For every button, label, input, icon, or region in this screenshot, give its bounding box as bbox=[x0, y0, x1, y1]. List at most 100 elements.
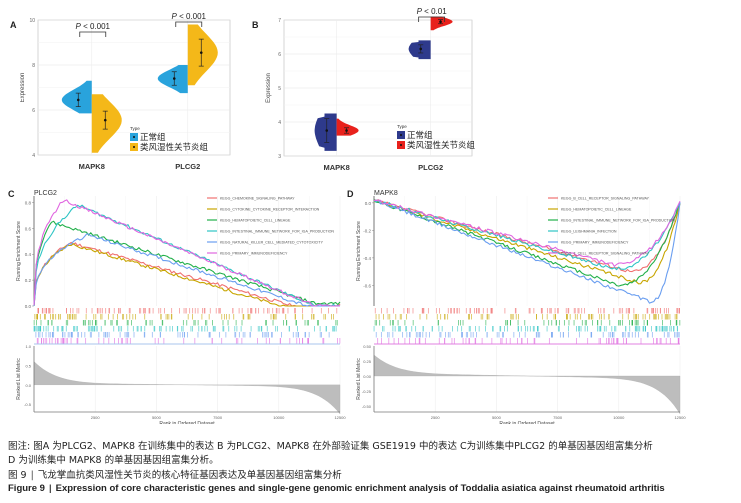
figure-label-en: Figure 9 bbox=[8, 483, 45, 494]
ranked-y-tick-label: 0.5 bbox=[25, 363, 31, 368]
x-tick-label: MAPK8 bbox=[324, 163, 350, 172]
x-tick-label: 2500 bbox=[431, 415, 441, 420]
x-tick-label: 2500 bbox=[91, 415, 101, 420]
violin-mapk8-ra bbox=[336, 118, 359, 136]
es-curve-kegg-intestinal-immune-network-for-iga-production bbox=[33, 204, 341, 307]
legend-label: 正常组 bbox=[407, 130, 433, 141]
mean-point bbox=[419, 47, 423, 51]
y-tick-label: -0.4 bbox=[363, 256, 371, 261]
mean-point bbox=[345, 129, 348, 132]
legend-label: KEGG_NATURAL_KILLER_CELL_MEDIATED_CYTOTO… bbox=[220, 241, 324, 245]
y-tick-label: 0.8 bbox=[25, 200, 32, 205]
legend-label: KEGG_LEISHMANIA_INFECTION bbox=[561, 230, 617, 234]
x-tick-label: 10000 bbox=[613, 415, 625, 420]
y-axis-label: Running Enrichment Score bbox=[16, 221, 22, 281]
es-curve-kegg-natural-killer-cell-mediated-cytotoxicity bbox=[33, 233, 340, 307]
x-tick-label: PLCG2 bbox=[175, 162, 200, 171]
legend-title: Type bbox=[130, 126, 140, 131]
significance-bracket bbox=[175, 21, 203, 27]
legend-swatch-dot bbox=[133, 136, 135, 138]
y-tick-label: 6 bbox=[278, 52, 281, 58]
p-value-label: P < 0.001 bbox=[172, 12, 207, 21]
x-tick-label: 10000 bbox=[273, 415, 285, 420]
caption-note-line1: 图注: 图A 为PLCG2、MAPK8 在训练集中的表达 B 为PLCG2、MA… bbox=[8, 441, 653, 452]
legend-title: Type bbox=[397, 124, 407, 129]
legend-label: KEGG_B_CELL_RECEPTOR_SIGNALING_PATHWAY bbox=[561, 197, 650, 201]
x-tick-label: MAPK8 bbox=[79, 162, 105, 171]
violin-mapk8-normal bbox=[61, 80, 92, 114]
x-tick-label: 12500 bbox=[334, 415, 346, 420]
ranked-y-tick-label: -0.25 bbox=[362, 389, 372, 394]
ranked-y-tick-label: -0.5 bbox=[24, 402, 32, 407]
es-curve-kegg-chemokine-signaling-pathway bbox=[33, 241, 341, 307]
es-curve-kegg-cytokine-cytokine-receptor-interaction bbox=[33, 243, 340, 307]
legend-label: KEGG_PRIMARY_IMMUNODEFICIENCY bbox=[220, 252, 288, 256]
mean-point bbox=[76, 98, 80, 102]
ranked-y-tick-label: 0.50 bbox=[363, 344, 372, 349]
es-curve-kegg-intestinal-immune-network-for-iga-production bbox=[373, 198, 681, 287]
panel-letter-b: B bbox=[252, 20, 259, 30]
y-axis-label: Running Enrichment Score bbox=[356, 221, 362, 281]
panel-c-gsea-chart: PLCG2 0.0 0.2 0.4 0.6 0.8 Running Enrichment S… bbox=[16, 190, 346, 424]
legend-label: KEGG_T_CELL_RECEPTOR_SIGNALING_PATHWAY bbox=[561, 252, 649, 256]
violin-plcg2-ra bbox=[187, 24, 218, 86]
y-tick-label: 4 bbox=[32, 153, 35, 159]
y-axis-label: Expression bbox=[266, 73, 272, 103]
ranked-metric-area bbox=[33, 361, 341, 415]
panel-d-gsea-chart: MAPK8 -0.6 -0.4 -0.2 0.0 Running Enrichment S… bbox=[356, 190, 686, 424]
mean-point bbox=[103, 118, 107, 122]
significance-bracket bbox=[418, 16, 446, 22]
x-tick-label: 7500 bbox=[213, 415, 223, 420]
x-axis-label: Rank in Ordered Dataset bbox=[159, 421, 215, 424]
legend-swatch-dot bbox=[400, 144, 402, 146]
y-tick-label: 6 bbox=[32, 108, 35, 114]
ranked-y-tick-label: 1.0 bbox=[25, 344, 31, 349]
legend-label: KEGG_HEMATOPOIETIC_CELL_LINEAGE bbox=[561, 208, 632, 212]
mean-point bbox=[172, 77, 176, 80]
legend-label: KEGG_INTESTINAL_IMMUNE_NETWORK_FOR_IGA_P… bbox=[220, 230, 334, 234]
x-tick-label: 5000 bbox=[152, 415, 162, 420]
legend-swatch-dot bbox=[133, 146, 135, 148]
y-tick-label: 5 bbox=[278, 86, 281, 92]
panel-b-violin-chart: 3 4 5 6 7 Expression MAPK8 PLCG2 P < 0.01 Type正常组… bbox=[266, 7, 476, 172]
y-tick-label: 0.4 bbox=[25, 252, 32, 257]
figure-title-en-text: Expression of core characteristic genes … bbox=[55, 483, 665, 494]
y-tick-label: 4 bbox=[278, 120, 281, 126]
ranked-metric-area bbox=[373, 354, 681, 415]
ranked-y-tick-label: 0.00 bbox=[363, 374, 372, 379]
panel-letter-c: C bbox=[8, 189, 15, 199]
legend-label: KEGG_INTESTINAL_IMMUNE_NETWORK_FOR_IGA_P… bbox=[561, 219, 675, 223]
legend-label: 类风湿性关节炎组 bbox=[407, 140, 476, 151]
mean-point bbox=[199, 51, 203, 54]
y-tick-label: 0.2 bbox=[25, 278, 32, 283]
y-axis-label: Expression bbox=[20, 73, 26, 103]
ranked-y-axis-label: Ranked List Metric bbox=[356, 358, 362, 400]
violin-mapk8-ra bbox=[91, 94, 122, 153]
x-tick-label: PLCG2 bbox=[418, 163, 443, 172]
es-curve-kegg-primary-immunodeficiency bbox=[33, 199, 341, 307]
y-tick-label: 7 bbox=[278, 18, 281, 24]
y-tick-label: -0.2 bbox=[363, 228, 371, 233]
ranked-y-tick-label: 0.0 bbox=[25, 383, 31, 388]
figure-title-cn: 图 9 | 飞龙掌血抗类风湿性关节炎的核心特征基因表达及单基因基因组富集分析 bbox=[8, 467, 342, 481]
separator: | bbox=[48, 483, 52, 494]
legend-label: KEGG_CHEMOKINE_SIGNALING_PATHWAY bbox=[220, 197, 295, 201]
figure-title-en: Figure 9 | Expression of core characterist… bbox=[8, 483, 665, 494]
significance-bracket bbox=[79, 31, 107, 37]
x-tick-label: 12500 bbox=[674, 415, 686, 420]
y-tick-label: 10 bbox=[29, 18, 35, 24]
violin-plcg2-normal bbox=[408, 40, 431, 60]
p-value-label: P < 0.01 bbox=[417, 7, 448, 16]
x-axis-label: Rank in Ordered Dataset bbox=[499, 421, 555, 424]
y-tick-label: 0.0 bbox=[365, 201, 372, 206]
legend-label: KEGG_HEMATOPOIETIC_CELL_LINEAGE bbox=[220, 219, 291, 223]
es-curve-kegg-t-cell-receptor-signaling-pathway bbox=[373, 199, 681, 268]
p-value-label: P < 0.001 bbox=[76, 22, 111, 31]
legend-label: 类风湿性关节炎组 bbox=[140, 142, 209, 153]
caption-note-line2: D 为训练集中 MAPK8 的单基因基因组富集分析。 bbox=[8, 455, 219, 466]
legend-label: KEGG_PRIMARY_IMMUNODEFICIENCY bbox=[561, 241, 629, 245]
separator: | bbox=[30, 470, 34, 481]
ranked-y-tick-label: 0.25 bbox=[363, 359, 372, 364]
x-tick-label: 5000 bbox=[492, 415, 502, 420]
violin-mapk8-normal bbox=[314, 113, 337, 151]
